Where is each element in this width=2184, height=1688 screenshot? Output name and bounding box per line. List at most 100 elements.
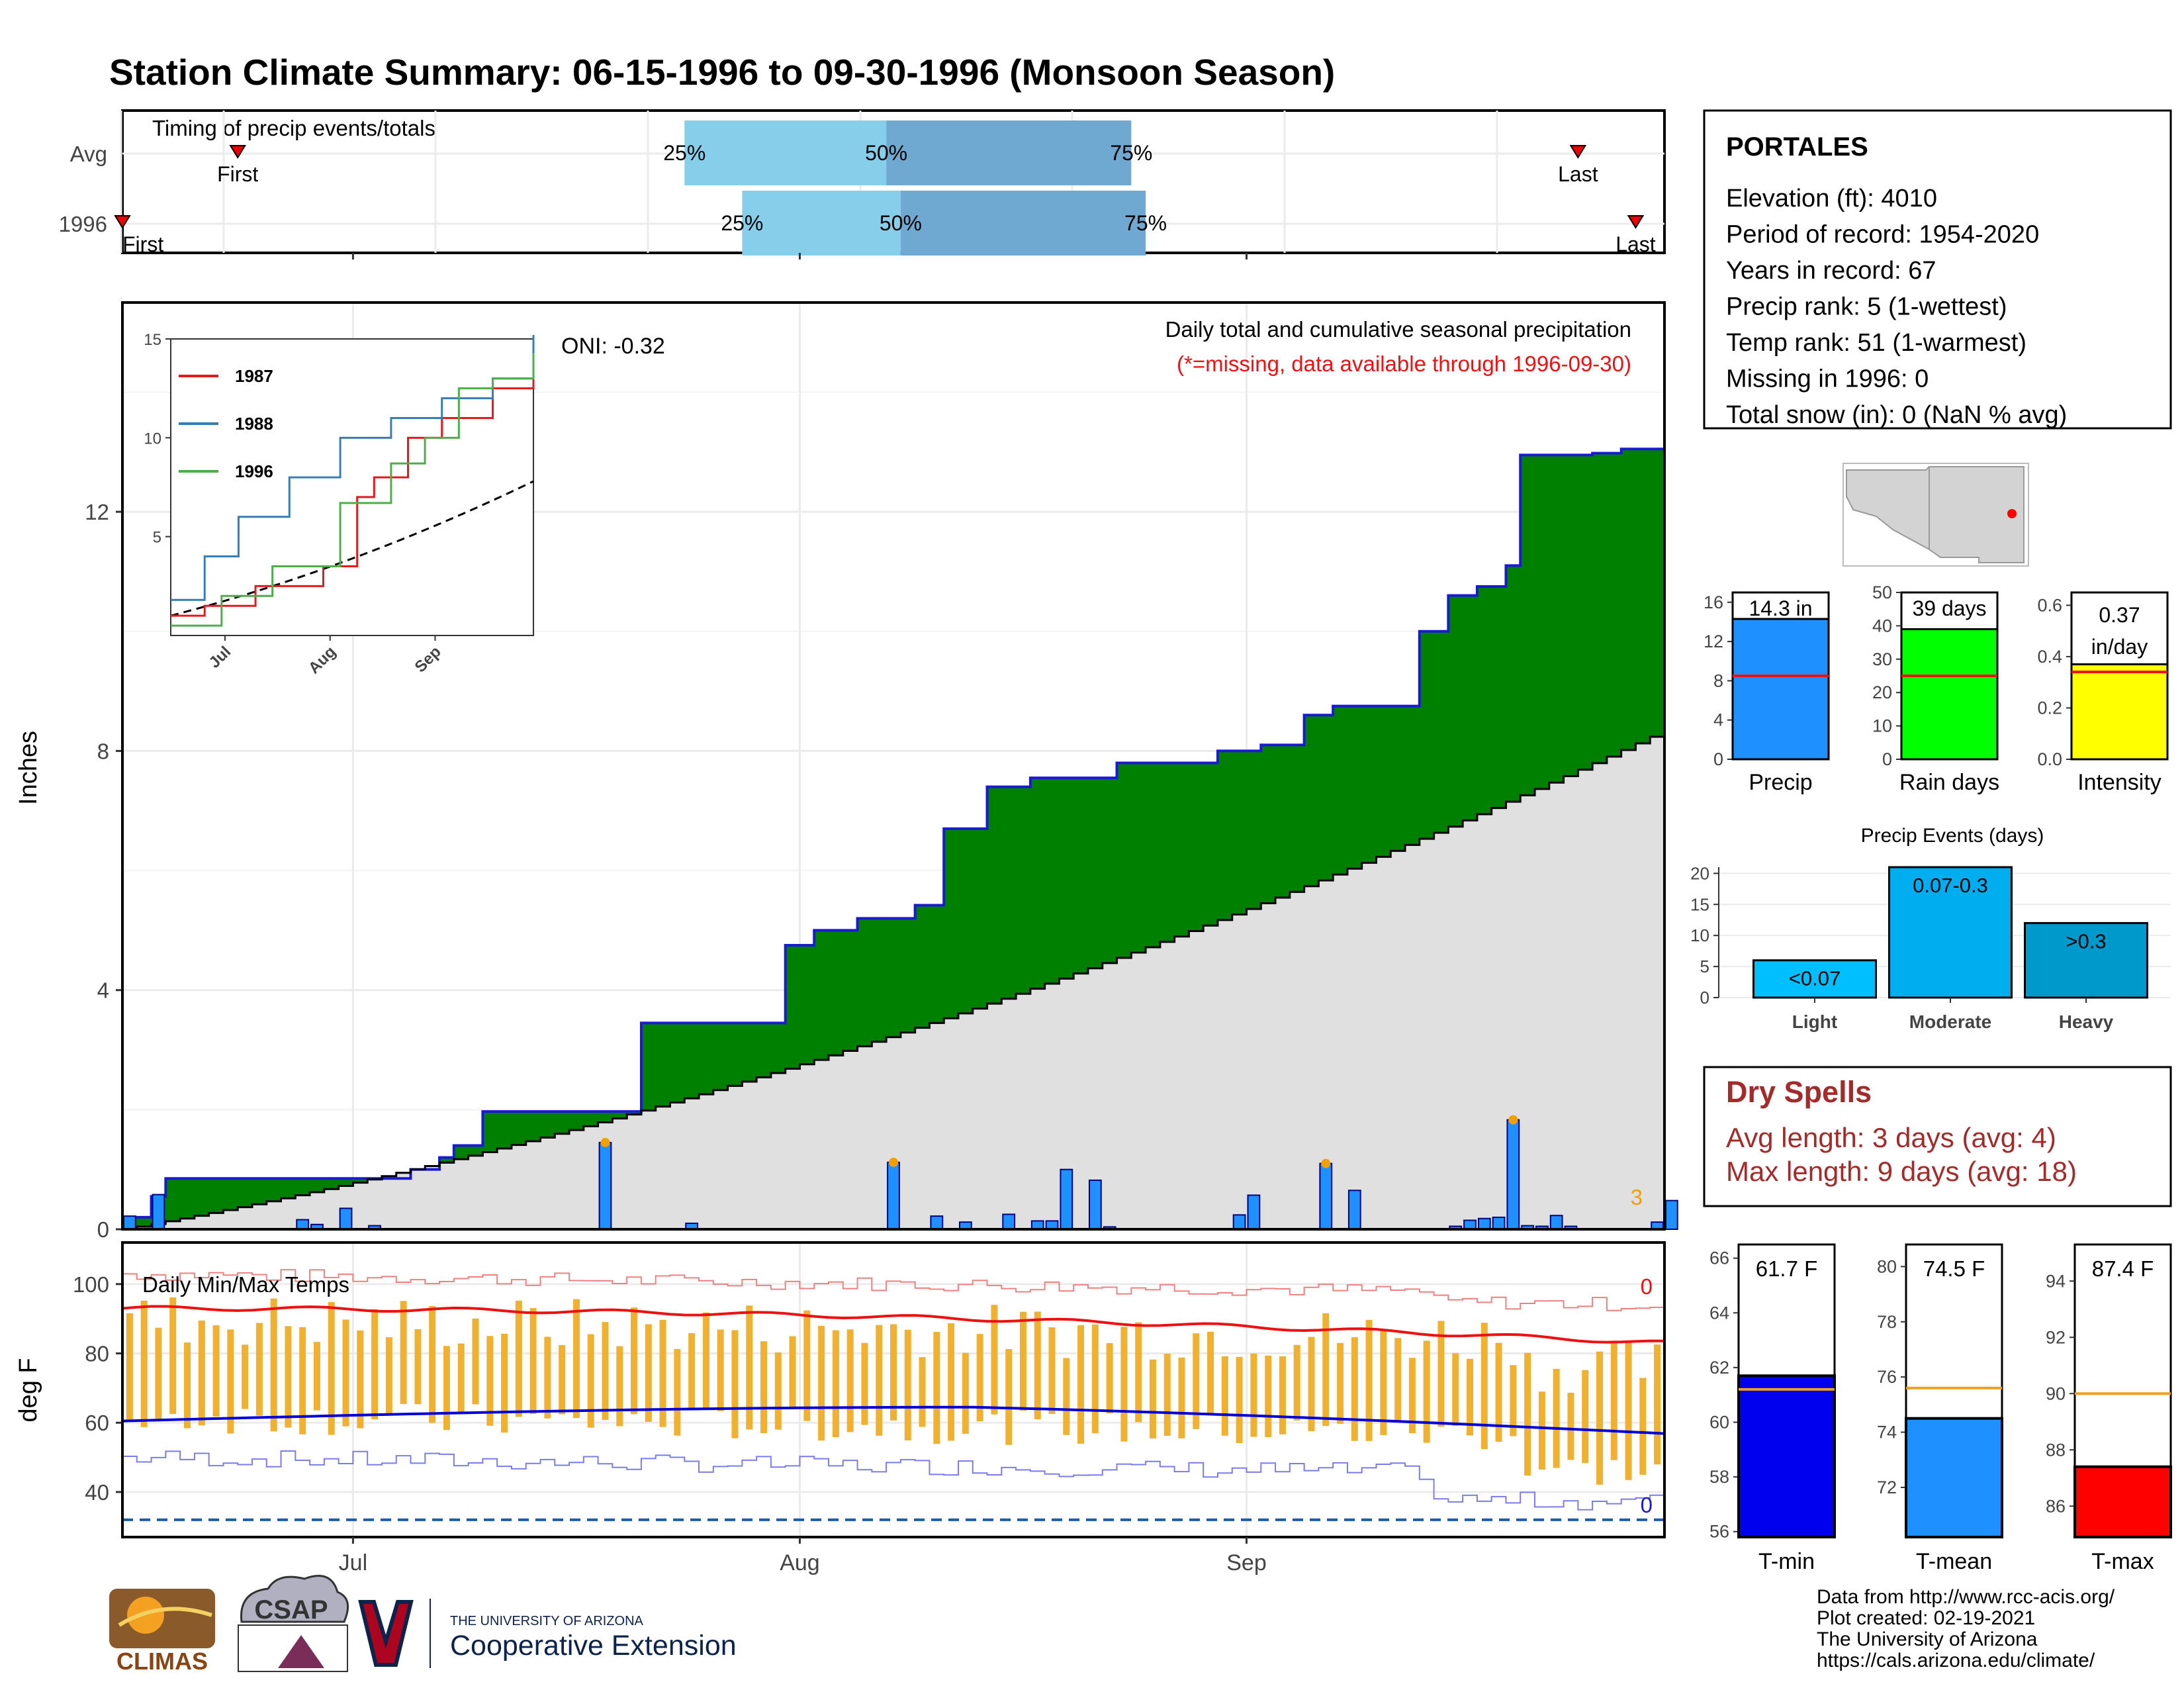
temp-bar-tick-label: 62 xyxy=(1709,1358,1729,1378)
events-bar xyxy=(2024,921,2148,999)
daily-precip-marker xyxy=(1321,1158,1331,1168)
timing-row-label: Avg xyxy=(70,142,107,166)
daily-temp-bar xyxy=(285,1326,292,1428)
station-info-line: Total snow (in): 0 (NaN % avg) xyxy=(1726,401,2067,429)
daily-temp-bar xyxy=(140,1300,148,1427)
daily-temp-bar xyxy=(976,1334,983,1422)
first-event-marker xyxy=(229,145,246,159)
daily-temp-bar xyxy=(1293,1344,1300,1421)
timing-label: Timing of precip events/totals xyxy=(152,116,435,140)
daily-temp-bar xyxy=(1265,1355,1272,1437)
dry-spells-title: Dry Spells xyxy=(1726,1075,1872,1109)
daily-temp-bar xyxy=(1596,1351,1604,1485)
temp-bar-tick-label: 94 xyxy=(2046,1271,2066,1291)
season-bar-tick-label: 4 xyxy=(1713,710,1723,730)
timing-q25-label: 25% xyxy=(721,211,763,235)
daily-temp-bar xyxy=(1524,1352,1531,1476)
inset-y-tick-label: 15 xyxy=(144,331,161,349)
last-event-marker xyxy=(1627,215,1645,229)
inset-year-line xyxy=(171,335,535,601)
events-tick-label: 10 xyxy=(1690,925,1709,945)
daily-precip-bar xyxy=(1319,1162,1333,1230)
daily-temp-bar xyxy=(559,1344,566,1415)
daily-temp-bar xyxy=(371,1309,379,1420)
season-bar-tick-label: 0.0 xyxy=(2037,749,2062,769)
avg-max-temp-line xyxy=(122,1305,1665,1344)
daily-temp-bar xyxy=(631,1307,638,1415)
dry-spells-avg: Avg length: 3 days (avg: 4) xyxy=(1726,1122,2056,1153)
events-tick-label: 5 xyxy=(1700,957,1709,976)
footer-line: Data from http://www.rcc-acis.org/ xyxy=(1817,1586,2115,1608)
daily-precip-bar xyxy=(1492,1216,1506,1230)
daily-temp-bar xyxy=(904,1329,911,1440)
climatology-precip-area xyxy=(122,729,1664,1229)
daily-temp-bar xyxy=(1019,1311,1026,1411)
season-bar-tick-label: 0.6 xyxy=(2037,595,2062,615)
daily-temp-bar xyxy=(1610,1340,1617,1460)
daily-temp-bar xyxy=(774,1352,782,1430)
daily-temp-bar xyxy=(328,1301,335,1435)
footer-line: https://cals.arizona.edu/climate/ xyxy=(1817,1650,2095,1671)
daily-precip-bar xyxy=(1347,1190,1361,1230)
timing-q50-label: 50% xyxy=(880,211,922,235)
events-tick-label: 0 xyxy=(1700,988,1709,1008)
temp-bar-name: T-min xyxy=(1758,1549,1815,1574)
inset-y-tick-label: 5 xyxy=(153,529,161,547)
ua-logo: THE UNIVERSITY OF ARIZONA Cooperative Ex… xyxy=(358,1599,737,1668)
inset-year-line xyxy=(171,352,535,627)
temp-bar-tick-label: 76 xyxy=(1877,1367,1897,1387)
season-bar-value xyxy=(1900,628,1999,761)
daily-temp-bar xyxy=(1236,1356,1243,1444)
daily-precip-marker xyxy=(600,1138,610,1148)
temp-bar-tick-label: 60 xyxy=(1709,1413,1729,1432)
station-info-line: Period of record: 1954-2020 xyxy=(1726,221,2039,249)
oni-value: ONI: -0.32 xyxy=(561,334,665,359)
events-bar-label: 0.07-0.3 xyxy=(1913,874,1988,897)
daily-precip-bar xyxy=(1232,1214,1246,1231)
daily-temp-bar xyxy=(1250,1353,1257,1437)
station-info-line: Precip rank: 5 (1-wettest) xyxy=(1726,293,2007,321)
daily-temp-bar xyxy=(313,1342,320,1411)
daily-temp-bar xyxy=(919,1357,926,1427)
events-title: Precip Events (days) xyxy=(1861,825,2044,847)
last-event-label: Last xyxy=(1558,162,1598,186)
daily-temp-bar xyxy=(991,1305,998,1415)
daily-temp-bar xyxy=(1091,1324,1099,1434)
page-title: Station Climate Summary: 06-15-1996 to 0… xyxy=(109,52,1335,93)
daily-temp-bar xyxy=(1279,1356,1286,1434)
temp-bar-tick-label: 88 xyxy=(2046,1440,2066,1460)
daily-temp-bar xyxy=(832,1330,839,1438)
record-high-line xyxy=(122,1269,1664,1311)
daily-precip-bar xyxy=(123,1215,136,1230)
temp-bar-name: T-max xyxy=(2091,1549,2154,1574)
daily-temp-bar xyxy=(385,1337,392,1415)
precip-caption: Daily total and cumulative seasonal prec… xyxy=(1165,317,1631,342)
temp-bar-tick-label: 66 xyxy=(1709,1248,1729,1268)
season-bar-tick-label: 0 xyxy=(1713,749,1723,769)
events-tick-label: 20 xyxy=(1690,863,1709,883)
daily-temp-bar xyxy=(1510,1365,1517,1436)
events-category-label: Moderate xyxy=(1909,1011,1991,1032)
daily-precip-bar xyxy=(887,1161,900,1231)
daily-temp-bar xyxy=(702,1312,709,1409)
daily-temp-bar xyxy=(1452,1353,1459,1426)
daily-temp-bar xyxy=(1538,1391,1545,1470)
daily-temp-bar xyxy=(1654,1344,1661,1465)
daily-temp-bar xyxy=(890,1324,897,1421)
precip-y-tick-label: 0 xyxy=(97,1217,109,1242)
season-bar-label-unit: in/day xyxy=(2091,635,2148,659)
temp-bar-label: 61.7 F xyxy=(1756,1256,1818,1281)
daily-temp-bar xyxy=(1149,1359,1156,1438)
x-axis-tick-label: Aug xyxy=(780,1550,820,1575)
daily-temp-bar xyxy=(1163,1353,1171,1436)
daily-temp-bar xyxy=(1193,1333,1200,1429)
daily-temp-bar xyxy=(126,1313,133,1420)
timing-q50-q75-bar xyxy=(900,191,1146,256)
events-bar-label: >0.3 xyxy=(2066,929,2106,953)
temp-y-tick-label: 60 xyxy=(85,1411,109,1435)
daily-temp-bar xyxy=(198,1320,205,1426)
daily-precip-marker xyxy=(1508,1115,1518,1125)
